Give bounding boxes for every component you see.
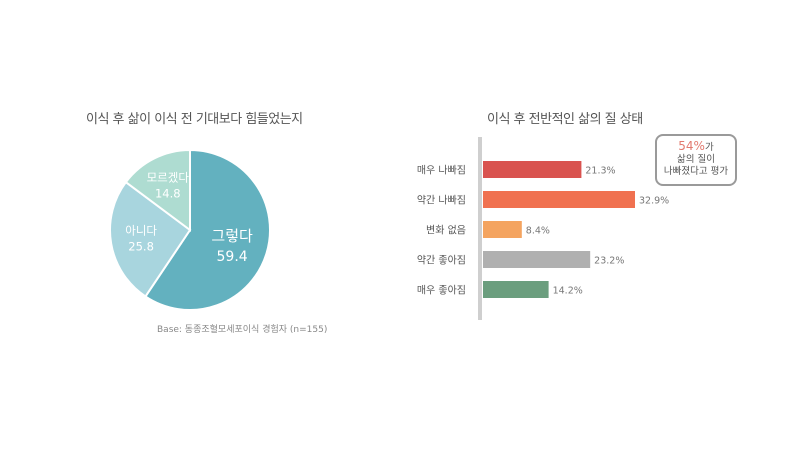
pie-base-note: Base: 동종조혈모세포이식 경험자 (n=155)	[157, 325, 328, 335]
bar	[483, 251, 591, 268]
data-label: 21.3%	[585, 166, 615, 177]
pie-slice-label: 아니다	[125, 223, 157, 237]
callout-percent: 54%	[678, 139, 705, 153]
callout-suffix: 가	[704, 142, 714, 153]
data-label: 14.2%	[553, 286, 583, 297]
pie-slice-label: 그렇다	[211, 227, 253, 245]
category-label: 변화 없음	[426, 224, 466, 237]
bar-chart-title: 이식 후 전반적인 삶의 질 상태	[487, 112, 643, 127]
data-label: 8.4%	[526, 226, 550, 237]
data-label: 32.9%	[639, 196, 669, 207]
bar	[483, 191, 635, 208]
pie-slice	[144, 148, 271, 311]
pie-slice-label: 모르겠다	[147, 171, 190, 185]
category-label: 약간 좋아짐	[417, 255, 466, 267]
pie-chart-title: 이식 후 삶이 이식 전 기대보다 힘들었는지	[86, 112, 303, 127]
pie-slice	[109, 180, 192, 298]
category-label: 약간 나빠짐	[417, 195, 466, 207]
y-axis-line	[478, 137, 482, 320]
pie-slice-value: 14.8	[155, 187, 181, 201]
callout-line2: 삶의 질이	[677, 154, 715, 165]
category-label: 매우 좋아짐	[417, 285, 466, 297]
pie-slice-value: 25.8	[128, 239, 154, 253]
bar	[483, 221, 522, 238]
pie-slice-value: 59.4	[217, 249, 248, 265]
callout-line3: 나빠졌다고 평가	[663, 166, 729, 177]
summary-callout: 54%가 삶의 질이 나빠졌다고 평가	[655, 134, 737, 186]
category-label: 매우 나빠짐	[417, 165, 466, 177]
bar	[483, 161, 582, 178]
bar	[483, 281, 549, 298]
pie-slice	[124, 148, 191, 232]
data-label: 23.2%	[594, 256, 624, 267]
